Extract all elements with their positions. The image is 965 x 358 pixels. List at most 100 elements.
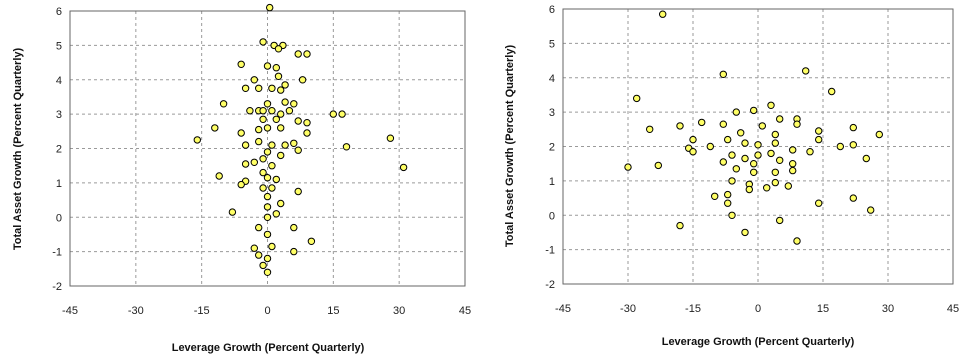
data-point <box>263 213 272 222</box>
data-point <box>250 158 259 167</box>
data-point <box>268 162 276 170</box>
data-point <box>676 221 684 230</box>
data-point <box>281 141 289 149</box>
x-tick-label: -30 <box>620 303 636 315</box>
data-point <box>263 100 272 108</box>
x-tick-label: -45 <box>62 305 78 317</box>
data-point <box>771 178 779 187</box>
data-point <box>815 127 823 135</box>
data-point <box>676 122 684 130</box>
data-point <box>754 151 762 159</box>
data-point <box>815 199 823 207</box>
data-point <box>274 45 283 53</box>
data-point <box>263 203 272 211</box>
data-point <box>237 60 245 69</box>
data-point <box>689 148 697 156</box>
data-point <box>259 115 267 124</box>
data-point <box>303 119 311 127</box>
data-point <box>285 107 294 115</box>
y-tick-label: -1 <box>52 247 62 259</box>
x-tick-label: 0 <box>264 305 270 317</box>
data-point <box>277 110 285 118</box>
x-tick-label: 45 <box>947 303 959 315</box>
y-tick-label: 1 <box>56 178 62 190</box>
data-point <box>255 223 263 232</box>
data-point <box>250 244 259 252</box>
x-axis-label: Leverage Growth (Percent Quarterly) <box>172 342 365 354</box>
data-point <box>741 228 749 237</box>
data-point <box>698 118 706 127</box>
data-point <box>750 106 758 115</box>
data-point <box>386 134 395 142</box>
y-tick-label: 0 <box>549 210 555 222</box>
data-point <box>255 137 263 146</box>
y-tick-label: 3 <box>56 109 62 121</box>
y-tick-label: 5 <box>56 40 62 52</box>
data-point <box>298 76 307 84</box>
x-tick-label: 30 <box>393 305 405 317</box>
x-tick-label: -30 <box>128 305 144 317</box>
data-point <box>281 81 289 89</box>
data-point <box>754 141 762 149</box>
y-tick-label: 0 <box>56 212 62 224</box>
data-point <box>263 230 272 239</box>
data-point <box>281 98 289 106</box>
data-point <box>763 184 771 192</box>
y-tick-label: 4 <box>549 73 555 85</box>
data-point <box>741 139 749 147</box>
data-point <box>399 163 408 172</box>
y-tick-label: -2 <box>52 281 62 293</box>
data-point <box>237 180 245 189</box>
y-tick-label: 4 <box>56 75 62 87</box>
data-point <box>849 123 857 132</box>
data-point <box>277 86 285 94</box>
data-point <box>654 161 662 170</box>
data-point <box>728 151 736 159</box>
data-point <box>237 129 245 137</box>
data-point <box>193 136 202 144</box>
data-point <box>255 125 263 134</box>
plot-frame <box>69 10 466 287</box>
data-point <box>732 165 740 173</box>
data-point <box>277 151 285 160</box>
x-tick-label: -15 <box>685 303 701 315</box>
data-point <box>776 115 784 123</box>
data-point <box>277 199 285 208</box>
data-point <box>776 216 784 225</box>
data-point <box>771 130 779 139</box>
data-point <box>789 166 797 175</box>
y-tick-label: 1 <box>549 176 555 188</box>
data-point <box>646 125 654 134</box>
data-point <box>849 194 857 202</box>
data-point <box>255 251 263 259</box>
data-point <box>290 223 298 232</box>
data-point <box>741 154 749 163</box>
data-point <box>228 208 237 216</box>
data-point <box>724 135 732 144</box>
data-point <box>303 129 311 137</box>
data-point <box>767 101 775 110</box>
data-point <box>259 38 267 46</box>
y-tick-label: 2 <box>549 142 555 154</box>
data-point <box>219 100 228 108</box>
data-point <box>789 146 797 154</box>
data-point <box>241 141 250 149</box>
data-point <box>263 148 272 156</box>
data-point <box>802 67 810 75</box>
data-point <box>750 160 758 168</box>
data-point <box>836 142 844 151</box>
data-point <box>633 94 641 103</box>
data-point <box>724 199 732 207</box>
data-point <box>784 182 792 190</box>
data-point <box>259 261 267 270</box>
data-point <box>246 107 254 115</box>
y-axis-label: Total Asset Growth (Percent Quarterly) <box>504 45 516 248</box>
data-point <box>732 108 740 116</box>
data-point <box>862 154 870 163</box>
y-tick-label: 6 <box>549 4 555 16</box>
data-point <box>711 192 719 201</box>
data-point <box>737 129 745 137</box>
data-point <box>290 139 298 148</box>
data-point <box>274 72 283 81</box>
data-point <box>758 122 766 130</box>
